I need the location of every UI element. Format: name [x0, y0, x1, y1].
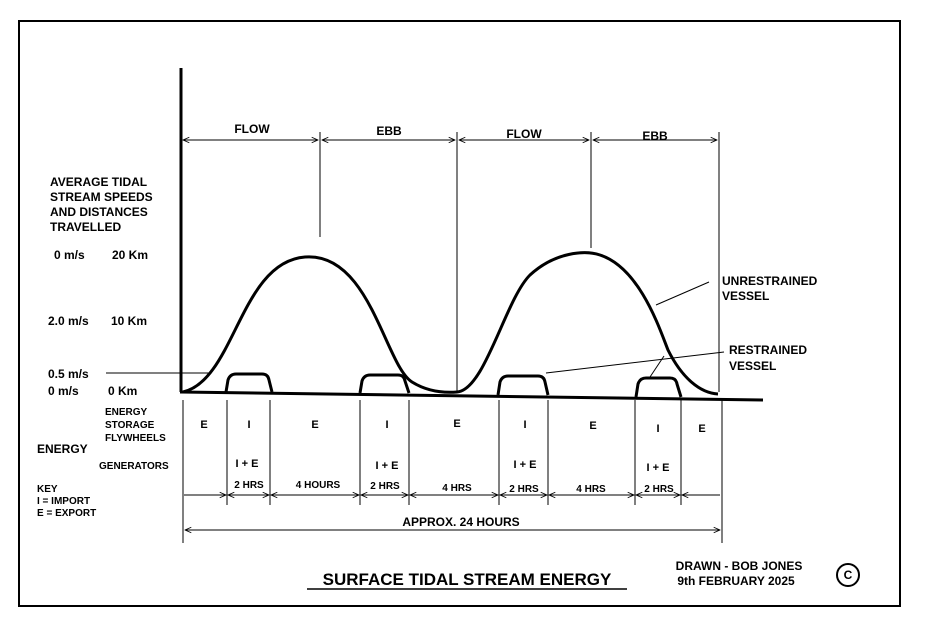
- duration-arrows: [184, 495, 720, 530]
- distance-value: 20 Km: [112, 248, 148, 262]
- axis-title: AVERAGE TIDAL STREAM SPEEDS AND DISTANCE…: [50, 175, 153, 234]
- unrestrained-leader: [655, 281, 710, 306]
- duration-label: 2 HRS: [644, 484, 674, 495]
- diagram-frame: [18, 20, 901, 607]
- storage-cell: I: [523, 419, 526, 431]
- storage-cell: I: [385, 419, 388, 431]
- restrained-label: RESTRAINED: [729, 343, 807, 357]
- unrestrained-vessel-curve: [182, 251, 719, 396]
- phase-label: FLOW: [506, 127, 542, 141]
- generator-cell: I + E: [647, 462, 670, 474]
- duration-label: 4 HRS: [576, 484, 606, 495]
- key-line: E = EXPORT: [37, 508, 96, 519]
- diagram-title: SURFACE TIDAL STREAM ENERGY: [323, 570, 612, 589]
- speed-value: 2.0 m/s: [48, 314, 89, 328]
- speed-value: 0.5 m/s: [48, 367, 89, 381]
- phase-label: FLOW: [234, 122, 270, 136]
- generator-cell: I + E: [514, 459, 537, 471]
- axis-title-line: STREAM SPEEDS: [50, 190, 153, 204]
- storage-label: FLYWHEELS: [105, 433, 166, 444]
- axis-title-line: AVERAGE TIDAL: [50, 175, 147, 189]
- duration-label: 4 HRS: [442, 483, 472, 494]
- storage-label: STORAGE: [105, 420, 155, 431]
- distance-value: 10 Km: [111, 314, 147, 328]
- generators-label: GENERATORS: [99, 461, 169, 472]
- energy-dividers: [182, 400, 723, 543]
- duration-label: 2 HRS: [509, 484, 539, 495]
- duration-label: 2 HRS: [370, 481, 400, 492]
- unrestrained-label: VESSEL: [722, 289, 769, 303]
- copyright-icon: [836, 563, 860, 587]
- storage-cell: I: [656, 423, 659, 435]
- key-line: KEY: [37, 484, 58, 495]
- phase-dividers: [319, 132, 720, 392]
- horizontal-baseline: [179, 390, 764, 402]
- generator-row: I + E I + E I + E I + E: [236, 458, 670, 474]
- storage-cell: E: [589, 420, 596, 432]
- total-duration-label: APPROX. 24 HOURS: [402, 515, 519, 529]
- copyright-letter: C: [844, 568, 853, 582]
- restrained-label: VESSEL: [729, 359, 776, 373]
- storage-label: ENERGY: [105, 407, 148, 418]
- storage-cell: E: [453, 418, 460, 430]
- storage-cell: E: [200, 419, 207, 431]
- restrained-leader: [649, 355, 665, 378]
- credit-line: 9th FEBRUARY 2025: [677, 574, 795, 588]
- duration-label: 2 HRS: [234, 480, 264, 491]
- storage-cell: E: [698, 423, 705, 435]
- restrained-vessel-bumps: [224, 372, 683, 398]
- speed-value: 0 m/s: [54, 248, 85, 262]
- generator-cell: I + E: [236, 458, 259, 470]
- phase-label: EBB: [642, 129, 668, 143]
- distance-value: 0 Km: [108, 384, 137, 398]
- restrained-leader: [545, 351, 725, 374]
- storage-cell: I: [247, 419, 250, 431]
- storage-row: E I E I E I E I E: [200, 418, 705, 435]
- unrestrained-label: UNRESTRAINED: [722, 274, 818, 288]
- axis-title-line: TRAVELLED: [50, 220, 121, 234]
- speed-value: 0 m/s: [48, 384, 79, 398]
- axis-title-line: AND DISTANCES: [50, 205, 148, 219]
- generator-cell: I + E: [376, 460, 399, 472]
- key-line: I = IMPORT: [37, 496, 90, 507]
- storage-cell: E: [311, 419, 318, 431]
- phase-label: EBB: [376, 124, 402, 138]
- energy-label: ENERGY: [37, 442, 88, 456]
- credit-line: DRAWN - BOB JONES: [676, 559, 803, 573]
- duration-label: 4 HOURS: [296, 480, 341, 491]
